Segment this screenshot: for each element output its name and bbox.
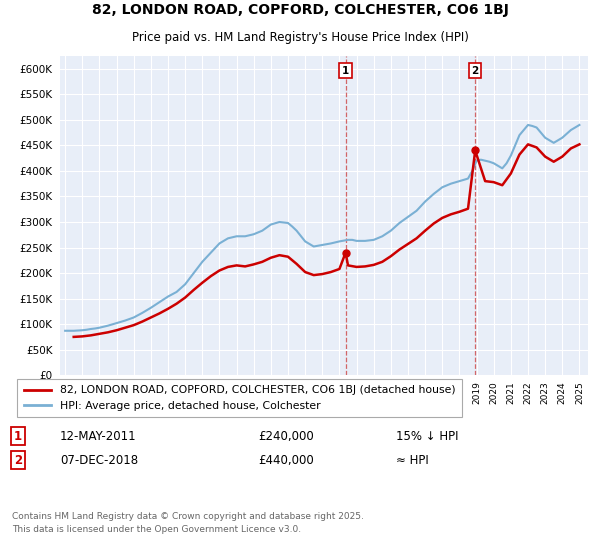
Text: 82, LONDON ROAD, COPFORD, COLCHESTER, CO6 1BJ: 82, LONDON ROAD, COPFORD, COLCHESTER, CO… <box>92 3 508 17</box>
Text: 12-MAY-2011: 12-MAY-2011 <box>60 430 137 442</box>
Text: 07-DEC-2018: 07-DEC-2018 <box>60 454 138 467</box>
Text: Contains HM Land Registry data © Crown copyright and database right 2025.
This d: Contains HM Land Registry data © Crown c… <box>12 512 364 534</box>
Text: £240,000: £240,000 <box>258 430 314 442</box>
Text: 1: 1 <box>342 66 349 76</box>
Text: 1: 1 <box>14 430 22 442</box>
Text: 15% ↓ HPI: 15% ↓ HPI <box>396 430 458 442</box>
Text: ≈ HPI: ≈ HPI <box>396 454 429 467</box>
Text: Price paid vs. HM Land Registry's House Price Index (HPI): Price paid vs. HM Land Registry's House … <box>131 31 469 44</box>
Text: £440,000: £440,000 <box>258 454 314 467</box>
Text: 2: 2 <box>472 66 479 76</box>
Text: 2: 2 <box>14 454 22 467</box>
Legend: 82, LONDON ROAD, COPFORD, COLCHESTER, CO6 1BJ (detached house), HPI: Average pri: 82, LONDON ROAD, COPFORD, COLCHESTER, CO… <box>17 379 462 417</box>
